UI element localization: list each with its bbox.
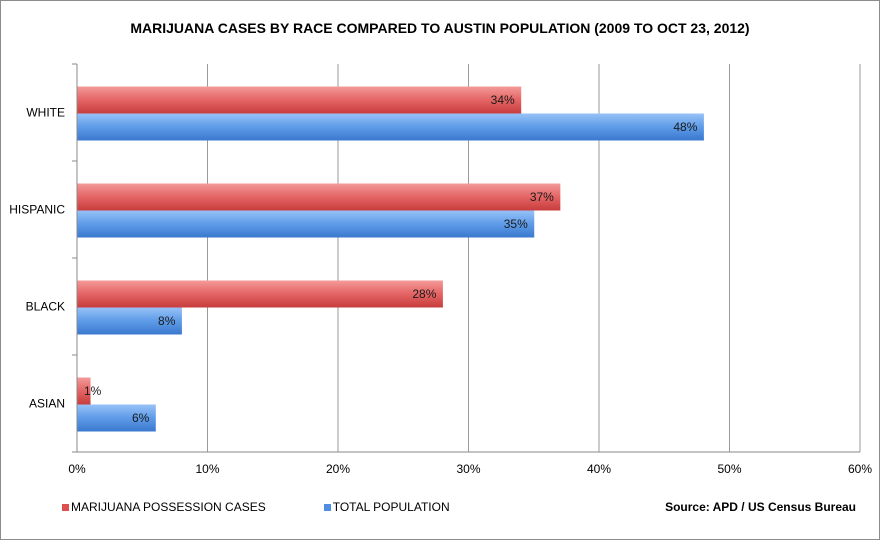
chart-title: MARIJUANA CASES BY RACE COMPARED TO AUST… bbox=[130, 20, 750, 36]
legend-item-cases: MARIJUANA POSSESSION CASES bbox=[62, 500, 266, 514]
bar-value-label: 35% bbox=[504, 217, 528, 231]
category-label: HISPANIC bbox=[9, 203, 65, 217]
bar-population bbox=[77, 404, 156, 432]
category-label: ASIAN bbox=[29, 397, 65, 411]
bar-value-label: 37% bbox=[530, 190, 554, 204]
bar-population bbox=[77, 113, 704, 141]
x-tick-label: 0% bbox=[68, 462, 86, 476]
legend-swatch-cases bbox=[62, 503, 69, 511]
category-label: WHITE bbox=[26, 106, 65, 120]
bars bbox=[77, 86, 704, 432]
bar-value-label: 48% bbox=[673, 120, 697, 134]
x-tick-label: 60% bbox=[848, 462, 872, 476]
x-tick-label: 40% bbox=[587, 462, 611, 476]
bar-cases bbox=[77, 377, 91, 405]
x-tick-label: 20% bbox=[326, 462, 350, 476]
bar-cases bbox=[77, 280, 443, 308]
x-tick-label: 30% bbox=[456, 462, 480, 476]
bar-population bbox=[77, 210, 535, 238]
category-label: BLACK bbox=[26, 300, 65, 314]
legend: MARIJUANA POSSESSION CASES TOTAL POPULAT… bbox=[62, 500, 508, 514]
labels: 0% 10% 20% 30% 40% 50% 60% WHITE 34% 48% HISPANIC 3… bbox=[9, 93, 872, 476]
bar-value-label: 6% bbox=[132, 411, 150, 425]
bar-cases bbox=[77, 183, 561, 211]
legend-swatch-population bbox=[323, 503, 331, 511]
legend-label-population: TOTAL POPULATION bbox=[332, 500, 450, 514]
x-tick-label: 10% bbox=[195, 462, 219, 476]
legend-label-cases: MARIJUANA POSSESSION CASES bbox=[71, 500, 266, 514]
source-note: Source: APD / US Census Bureau bbox=[665, 500, 856, 514]
legend-item-population: TOTAL POPULATION bbox=[323, 500, 450, 514]
axes bbox=[72, 63, 860, 453]
bar-population bbox=[77, 307, 182, 335]
bar-value-label: 1% bbox=[84, 384, 102, 398]
bar-value-label: 28% bbox=[412, 287, 436, 301]
bar-value-label: 34% bbox=[491, 93, 515, 107]
x-tick-label: 50% bbox=[717, 462, 741, 476]
bar-cases bbox=[77, 86, 522, 114]
bar-value-label: 8% bbox=[158, 314, 176, 328]
